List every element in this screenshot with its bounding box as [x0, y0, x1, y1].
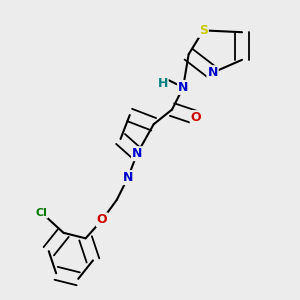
Text: N: N [123, 171, 133, 184]
Text: O: O [97, 213, 107, 226]
Text: N: N [178, 81, 188, 94]
Text: Cl: Cl [35, 208, 47, 218]
Text: N: N [207, 66, 218, 79]
Text: O: O [191, 111, 201, 124]
Text: N: N [132, 147, 142, 160]
Text: H: H [158, 77, 168, 90]
Text: S: S [199, 24, 208, 37]
